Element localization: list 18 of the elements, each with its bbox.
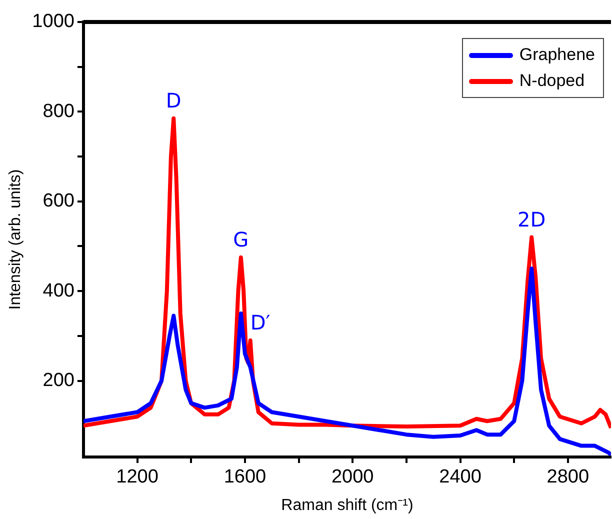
y-axis-title: Intensity (arb. units) xyxy=(7,169,24,310)
annotation: 2D xyxy=(518,207,546,232)
legend-label: Graphene xyxy=(519,44,595,66)
annotation: D xyxy=(166,88,182,113)
x-tick-label: 1600 xyxy=(224,466,266,488)
x-tick-label: 2800 xyxy=(546,466,590,488)
y-tick-label: 400 xyxy=(42,280,74,302)
x-tick-label: 2000 xyxy=(331,466,374,488)
x-tick-label: 1200 xyxy=(116,466,158,488)
y-tick-label: 800 xyxy=(42,100,74,122)
x-axis-title: Raman shift (cm⁻¹) xyxy=(281,496,414,514)
annotation: G xyxy=(233,228,249,252)
y-tick-label: 1000 xyxy=(32,11,74,32)
legend-label: N-doped xyxy=(519,70,585,92)
y-tick-label: 600 xyxy=(42,190,74,212)
x-tick-label: 2400 xyxy=(439,466,482,488)
annotation: D′ xyxy=(250,310,271,335)
y-tick-label: 200 xyxy=(42,370,74,391)
